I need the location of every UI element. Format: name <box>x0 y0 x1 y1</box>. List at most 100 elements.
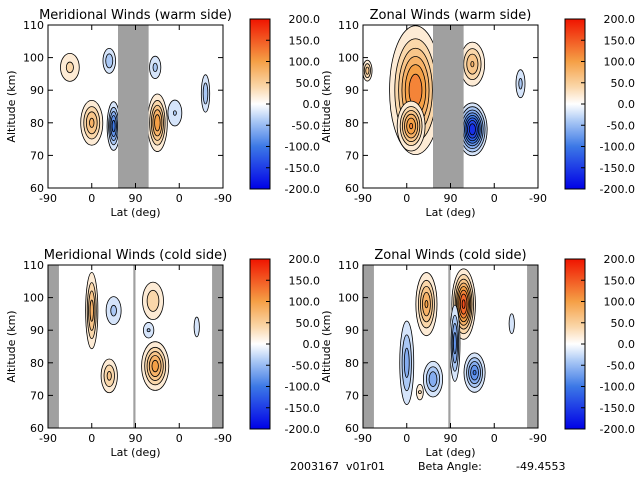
wind-cell-8 <box>508 313 515 334</box>
x-tick-label: 0 <box>88 192 95 205</box>
colorbar-tick-label: -200.0 <box>285 183 320 196</box>
x-tick-label: 90 <box>129 432 143 445</box>
colorbar-tick-label: -100.0 <box>600 381 635 394</box>
y-tick-label: 100 <box>338 52 359 65</box>
x-tick-label: -90 <box>529 192 547 205</box>
colorbar-tick-label: 100.0 <box>289 296 321 309</box>
data-gap-band <box>433 25 464 188</box>
colorbar-tick-label: -100.0 <box>285 141 320 154</box>
contour-field <box>363 265 538 428</box>
y-tick-label: 60 <box>30 422 44 435</box>
wind-cell-5 <box>147 93 168 152</box>
y-tick-label: 110 <box>338 259 359 272</box>
colorbar-tick-label: -150.0 <box>600 162 635 175</box>
contour-level <box>89 117 95 128</box>
x-tick-label: -90 <box>529 432 547 445</box>
y-tick-label: 70 <box>345 149 359 162</box>
wind-cell-5 <box>363 59 373 82</box>
data-gap-band <box>133 265 136 428</box>
wind-cell-3 <box>423 360 443 398</box>
wind-cell-6 <box>515 69 526 99</box>
x-tick-label: -90 <box>354 432 372 445</box>
wind-cell-4 <box>459 41 486 87</box>
wind-cell-6 <box>143 322 155 339</box>
wind-cell-4 <box>102 47 116 74</box>
y-tick-label: 80 <box>30 357 44 370</box>
colorbar-tick-label: 200.0 <box>289 13 321 26</box>
colorbar-tick-label: 0.0 <box>618 98 636 111</box>
x-tick-label: -90 <box>214 192 232 205</box>
contour-level <box>470 60 475 68</box>
y-tick-label: 60 <box>30 182 44 195</box>
wind-cell-6 <box>463 352 486 393</box>
y-tick-label: 90 <box>345 324 359 337</box>
colorbar-tick-label: -200.0 <box>600 183 635 196</box>
y-tick-label: 100 <box>23 52 44 65</box>
x-tick-label: -90 <box>214 432 232 445</box>
x-axis-label: Lat (deg) <box>426 206 476 219</box>
contour-level <box>146 328 151 333</box>
x-tick-label: 90 <box>444 432 458 445</box>
x-tick-label: 0 <box>176 192 183 205</box>
wind-cell-7 <box>449 304 461 382</box>
x-tick-label: 0 <box>491 192 498 205</box>
colorbar-tick-label: 200.0 <box>604 253 636 266</box>
y-tick-label: 70 <box>30 149 44 162</box>
colorbar-tick-label: 0.0 <box>303 338 321 351</box>
data-gap-band <box>118 25 149 188</box>
colorbar-tick-label: -100.0 <box>600 141 635 154</box>
colorbar-tick-label: 100.0 <box>289 56 321 69</box>
y-tick-label: 80 <box>345 117 359 130</box>
x-tick-label: 0 <box>176 432 183 445</box>
y-tick-label: 80 <box>345 357 359 370</box>
y-tick-label: 60 <box>345 422 359 435</box>
colorbar-tick-label: -150.0 <box>285 162 320 175</box>
x-tick-label: 90 <box>129 192 143 205</box>
y-tick-label: 110 <box>23 19 44 32</box>
x-tick-label: 90 <box>444 192 458 205</box>
wind-cell-6 <box>149 55 162 79</box>
colorbar-tick-label: 150.0 <box>289 34 321 47</box>
contour-level <box>468 123 476 136</box>
wind-cell-2 <box>399 320 415 405</box>
colorbar-tick-label: -50.0 <box>292 359 320 372</box>
wind-cell-4 <box>142 281 164 321</box>
colorbar-tick-label: 200.0 <box>289 253 321 266</box>
y-tick-label: 90 <box>345 84 359 97</box>
colorbar-tick-label: -50.0 <box>607 119 635 132</box>
contour-level <box>151 359 159 373</box>
y-tick-label: 90 <box>30 324 44 337</box>
wind-cell-2 <box>105 296 122 326</box>
contour-level <box>65 61 74 74</box>
x-tick-label: 0 <box>88 432 95 445</box>
contour-level <box>403 347 410 378</box>
colorbar-tick-label: 200.0 <box>604 13 636 26</box>
y-tick-label: 100 <box>23 292 44 305</box>
colorbar-tick-label: -150.0 <box>600 402 635 415</box>
contour-level <box>193 316 200 338</box>
contour-level <box>417 390 422 395</box>
colorbar-tick-label: 150.0 <box>604 274 636 287</box>
wind-cell-3 <box>106 101 121 151</box>
y-tick-label: 110 <box>23 259 44 272</box>
wind-cell-2 <box>396 100 426 152</box>
contour-level <box>146 289 160 312</box>
x-tick-label: -90 <box>39 432 57 445</box>
contour-level <box>424 300 429 309</box>
contour-level <box>154 114 161 132</box>
contour-level <box>409 122 414 130</box>
colorbar-tick-label: 0.0 <box>618 338 636 351</box>
x-tick-label: 0 <box>403 192 410 205</box>
y-tick-label: 100 <box>338 292 359 305</box>
colorbar-tick-label: -50.0 <box>292 119 320 132</box>
contour-level <box>428 371 438 387</box>
y-tick-label: 60 <box>345 182 359 195</box>
wind-cell-5 <box>451 268 476 340</box>
colorbar-tick-label: 50.0 <box>296 317 321 330</box>
chart-title: Zonal Winds (warm side) <box>370 8 532 23</box>
data-gap-band <box>363 265 374 428</box>
